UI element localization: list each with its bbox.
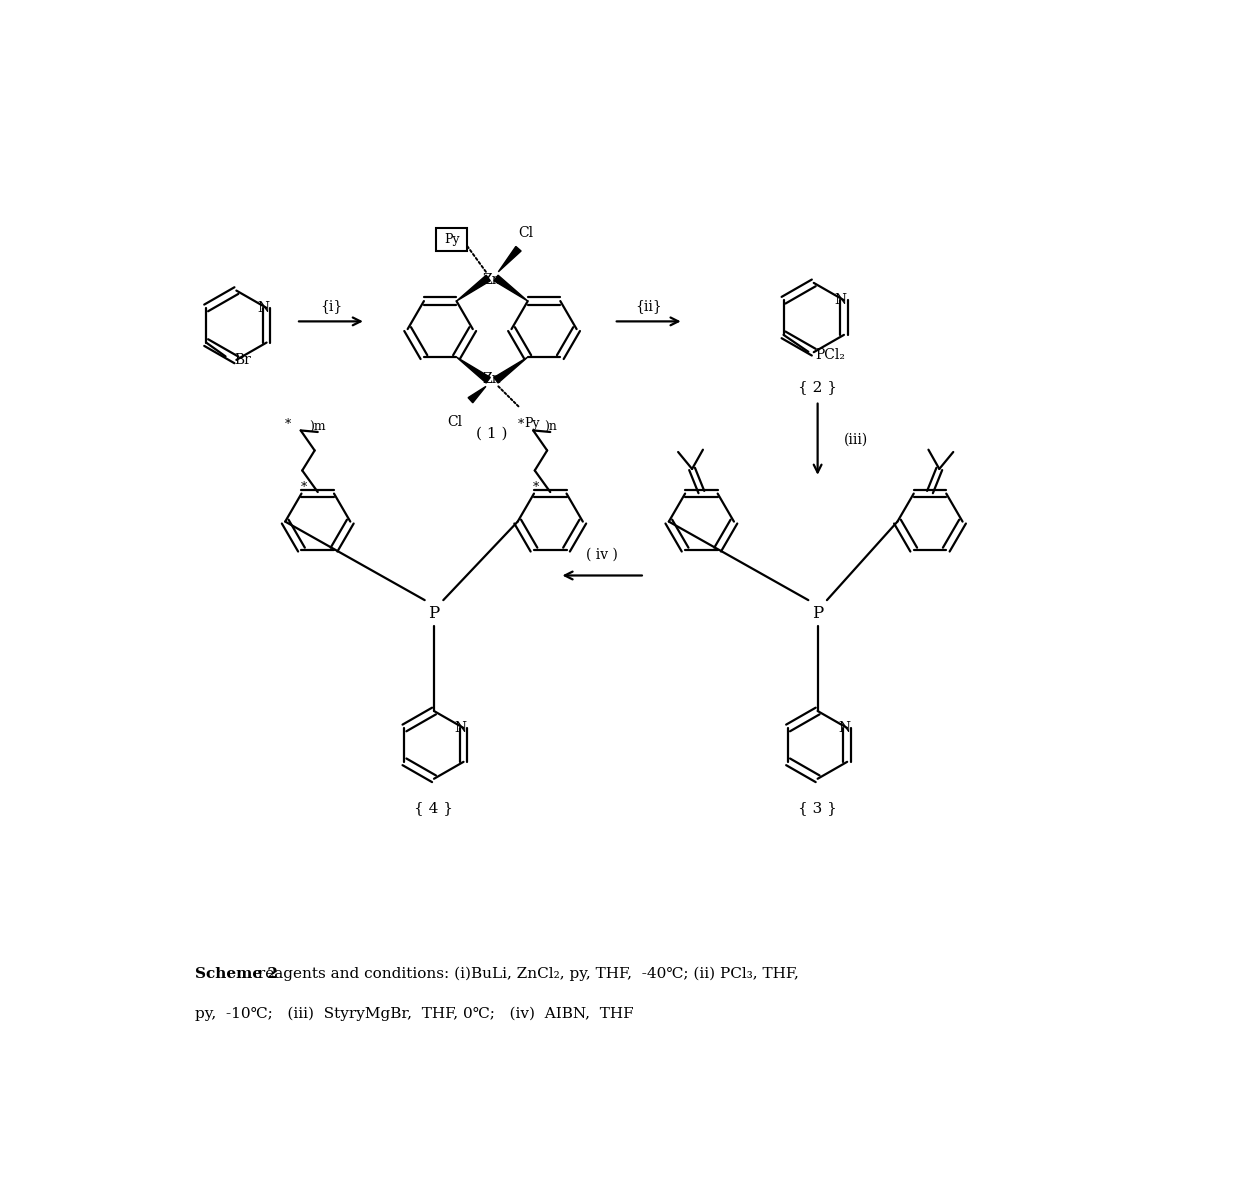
Text: Zn: Zn [482, 273, 501, 287]
Text: { 3 }: { 3 } [799, 801, 837, 814]
Text: { 2 }: { 2 } [799, 380, 837, 393]
Text: *: * [285, 417, 291, 431]
Text: *: * [533, 481, 539, 494]
Text: ( iv ): ( iv ) [587, 548, 618, 562]
Text: )n: )n [544, 421, 557, 434]
Text: {ii}: {ii} [635, 299, 662, 313]
Text: N: N [838, 721, 851, 736]
Polygon shape [498, 246, 521, 271]
Text: Zn: Zn [482, 372, 501, 385]
Text: N: N [258, 301, 269, 315]
Text: P: P [428, 605, 440, 622]
Polygon shape [467, 386, 486, 403]
Text: reagents and conditions: (i)BuLi, ZnCl₂, py, THF,  -40℃; (ii) PCl₃, THF,: reagents and conditions: (i)BuLi, ZnCl₂,… [253, 966, 799, 981]
Text: ( 1 ): ( 1 ) [476, 427, 508, 441]
Polygon shape [494, 358, 528, 383]
Text: )m: )m [310, 421, 326, 434]
Text: Br: Br [234, 353, 250, 366]
Text: Cl: Cl [518, 226, 533, 240]
Polygon shape [456, 275, 490, 301]
Text: PCl₂: PCl₂ [815, 348, 844, 362]
Polygon shape [494, 275, 528, 301]
Text: {i}: {i} [320, 299, 342, 313]
Text: P: P [812, 605, 823, 622]
Text: { 4 }: { 4 } [414, 801, 454, 814]
Polygon shape [456, 358, 490, 383]
Text: N: N [835, 293, 847, 307]
Text: *: * [517, 417, 525, 431]
Text: (iii): (iii) [844, 432, 868, 446]
Text: py,  -10℃;   (iii)  StyryMgBr,  THF, 0℃;   (iv)  AIBN,  THF: py, -10℃; (iii) StyryMgBr, THF, 0℃; (iv)… [196, 1006, 634, 1021]
Text: Cl: Cl [448, 415, 463, 429]
FancyBboxPatch shape [435, 228, 467, 251]
Text: Py: Py [444, 233, 460, 246]
Text: Scheme 2: Scheme 2 [196, 966, 278, 981]
Text: N: N [454, 721, 466, 736]
Text: *: * [300, 481, 308, 494]
Text: Py: Py [525, 417, 541, 429]
